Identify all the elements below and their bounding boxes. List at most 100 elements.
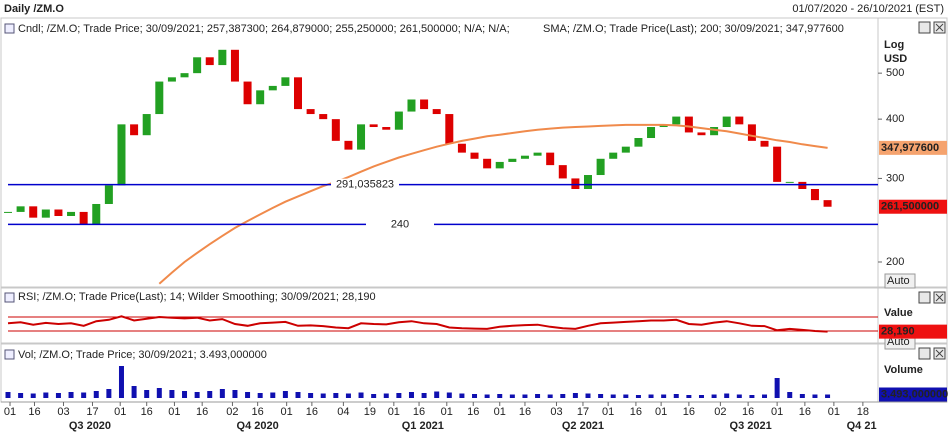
volume-bar [446, 392, 452, 398]
candle [445, 114, 454, 144]
volume-bar [169, 390, 175, 398]
candle [218, 49, 227, 66]
volume-bar [118, 366, 124, 398]
volume-bar [509, 394, 515, 398]
volume-bar [686, 395, 692, 398]
candle [16, 206, 25, 212]
candle [268, 85, 277, 91]
x-tick-label: 16 [28, 406, 40, 418]
volume-bar [787, 392, 793, 398]
candle [319, 114, 328, 120]
candle [243, 81, 252, 105]
legend-icon [4, 349, 15, 360]
candle [306, 109, 315, 115]
x-tick-label: 16 [252, 406, 264, 418]
volume-bar [598, 394, 604, 398]
candle [634, 138, 643, 147]
minimize-button[interactable] [918, 21, 931, 34]
volume-bar [762, 394, 768, 398]
candle [92, 203, 101, 225]
x-tick-label: 01 [388, 406, 400, 418]
x-tick-label: 01 [4, 406, 16, 418]
auto-button[interactable] [884, 273, 916, 289]
minimize-button[interactable] [918, 291, 931, 304]
volume-bar [698, 395, 704, 398]
x-tick-label: 03 [57, 406, 69, 418]
volume-bar [396, 393, 402, 398]
candle [331, 119, 340, 141]
x-tick-label: 01 [494, 406, 506, 418]
axis-label: USD [884, 53, 907, 65]
minimize-button[interactable] [918, 347, 931, 360]
candle [747, 124, 756, 141]
volume-bar [282, 391, 288, 398]
y-tick-label: 200 [886, 256, 904, 268]
volume-bar [799, 394, 805, 398]
volume-bar [333, 393, 339, 398]
candle [457, 143, 466, 153]
volume-bar [144, 390, 150, 398]
x-tick-label: 16 [467, 406, 479, 418]
legend-entry: RSI; /ZM.O; Trade Price(Last); 14; Wilde… [18, 291, 376, 303]
x-tick-label: 16 [413, 406, 425, 418]
volume-bar [219, 389, 225, 398]
value-tag [879, 199, 947, 214]
candle [432, 109, 441, 115]
candle [533, 152, 542, 156]
candle [407, 99, 416, 112]
candle [823, 200, 832, 207]
candle [735, 116, 744, 125]
candle [281, 77, 290, 86]
value-tag-label: 3.493,000000 [881, 388, 948, 400]
x-tick-label: 01 [441, 406, 453, 418]
volume-bar [320, 393, 326, 398]
x-tick-label: 04 [337, 406, 349, 418]
x-tick-label: 01 [281, 406, 293, 418]
x-period-label: Q3 2020 [69, 420, 111, 432]
candle [357, 124, 366, 150]
candle [130, 124, 139, 136]
series-line [158, 123, 828, 285]
volume-bar [18, 393, 24, 398]
candle [382, 127, 391, 130]
glyph [935, 23, 944, 32]
volume-bar [194, 392, 200, 398]
volume-bar [93, 391, 99, 398]
volume-bar [371, 394, 377, 398]
line-label: 240 [391, 218, 409, 230]
candle [621, 146, 630, 153]
volume-bar [585, 393, 591, 398]
candle [4, 211, 12, 213]
x-tick-label: 03 [550, 406, 562, 418]
candle [609, 152, 618, 159]
legend-icon [4, 23, 15, 34]
candle [773, 146, 782, 182]
volume-bar [156, 388, 162, 398]
x-tick-label: 18 [857, 406, 869, 418]
value-tag [879, 387, 947, 402]
x-tick-label: 16 [196, 406, 208, 418]
volume-bar [673, 394, 679, 398]
candle [684, 116, 693, 133]
candle [294, 77, 302, 110]
volume-bar [724, 393, 730, 398]
glyph [935, 349, 944, 358]
volume-bar [522, 394, 528, 398]
volume-bar [421, 393, 427, 398]
candle [54, 209, 63, 216]
volume-bar [106, 389, 112, 398]
volume-bar [749, 395, 755, 398]
legend-entry: Cndl; /ZM.O; Trade Price; 30/09/2021; 25… [18, 23, 510, 35]
volume-bar [472, 394, 478, 398]
candle [142, 114, 151, 136]
candle [571, 178, 580, 189]
y-tick-label: 300 [886, 172, 904, 184]
x-period-label: Q2 2021 [562, 420, 604, 432]
volume-bar [547, 394, 553, 398]
candle [344, 140, 353, 150]
value-tag [879, 140, 947, 155]
volume-bar [572, 393, 578, 398]
candle [180, 73, 189, 78]
value-tag [879, 324, 947, 339]
